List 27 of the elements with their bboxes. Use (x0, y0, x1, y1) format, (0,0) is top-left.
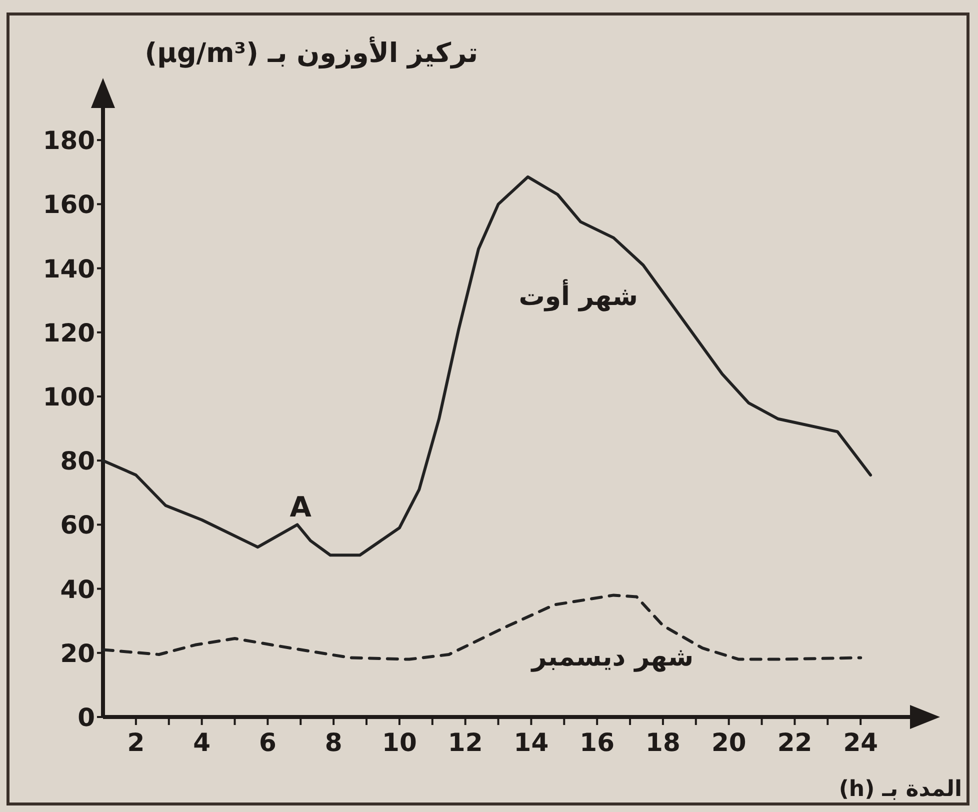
x-tick-label: 4 (193, 728, 211, 757)
x-tick-label: 20 (711, 728, 746, 757)
y-tick-label: 20 (60, 638, 95, 668)
x-tick-label: 22 (777, 728, 812, 757)
y-tick-label: 180 (42, 126, 95, 156)
y-axis-title: تركيز الأوزون بـ (μg/m³) (144, 36, 478, 69)
x-tick-label: 18 (646, 728, 680, 757)
x-tick-label: 8 (324, 728, 342, 757)
x-tick-label: 2 (127, 728, 145, 757)
x-tick-label: 12 (448, 728, 483, 757)
series-label: شهر ديسمبر (530, 642, 694, 673)
x-tick-label: 6 (258, 728, 276, 757)
y-tick-label: 40 (60, 574, 95, 604)
series-label: شهر أوت (518, 279, 638, 312)
x-tick-label: 24 (843, 728, 878, 757)
x-tick-label: 10 (382, 728, 417, 757)
y-tick-label: 80 (60, 446, 95, 476)
y-tick-label: 120 (42, 318, 95, 348)
y-tick-label: 140 (42, 254, 95, 284)
x-axis-title: المدة بـ (h) (838, 777, 962, 802)
x-tick-label: 14 (514, 728, 549, 757)
y-tick-label: 60 (60, 510, 95, 540)
y-tick-label: 160 (42, 190, 95, 220)
y-tick-label: 100 (42, 382, 95, 412)
annotation: A (290, 490, 312, 524)
y-tick-label: 0 (78, 703, 95, 732)
x-tick-label: 16 (580, 728, 614, 757)
